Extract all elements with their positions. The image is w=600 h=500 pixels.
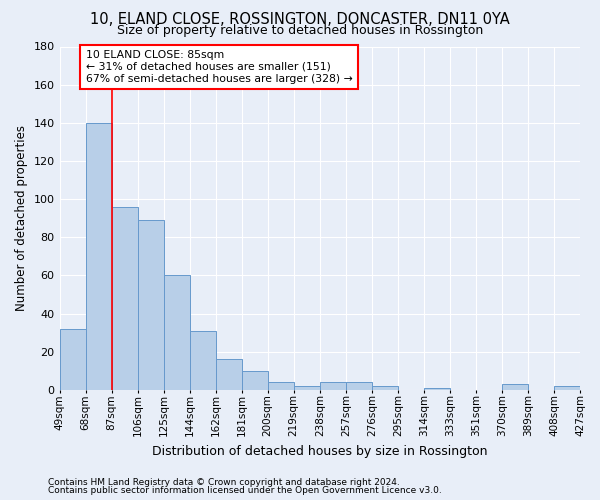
Bar bbox=[190, 330, 215, 390]
Bar bbox=[86, 123, 112, 390]
Text: Size of property relative to detached houses in Rossington: Size of property relative to detached ho… bbox=[117, 24, 483, 37]
Text: 10 ELAND CLOSE: 85sqm
← 31% of detached houses are smaller (151)
67% of semi-det: 10 ELAND CLOSE: 85sqm ← 31% of detached … bbox=[86, 50, 352, 84]
Text: 10, ELAND CLOSE, ROSSINGTON, DONCASTER, DN11 0YA: 10, ELAND CLOSE, ROSSINGTON, DONCASTER, … bbox=[90, 12, 510, 28]
Bar bbox=[346, 382, 372, 390]
Bar bbox=[424, 388, 450, 390]
Bar bbox=[294, 386, 320, 390]
Bar bbox=[372, 386, 398, 390]
Bar bbox=[502, 384, 528, 390]
Bar bbox=[164, 276, 190, 390]
Bar bbox=[268, 382, 294, 390]
Bar bbox=[215, 360, 242, 390]
X-axis label: Distribution of detached houses by size in Rossington: Distribution of detached houses by size … bbox=[152, 444, 488, 458]
Bar bbox=[242, 371, 268, 390]
Bar bbox=[59, 329, 86, 390]
Y-axis label: Number of detached properties: Number of detached properties bbox=[15, 125, 28, 311]
Text: Contains HM Land Registry data © Crown copyright and database right 2024.: Contains HM Land Registry data © Crown c… bbox=[48, 478, 400, 487]
Bar bbox=[112, 206, 137, 390]
Bar bbox=[137, 220, 164, 390]
Bar bbox=[554, 386, 580, 390]
Text: Contains public sector information licensed under the Open Government Licence v3: Contains public sector information licen… bbox=[48, 486, 442, 495]
Bar bbox=[320, 382, 346, 390]
